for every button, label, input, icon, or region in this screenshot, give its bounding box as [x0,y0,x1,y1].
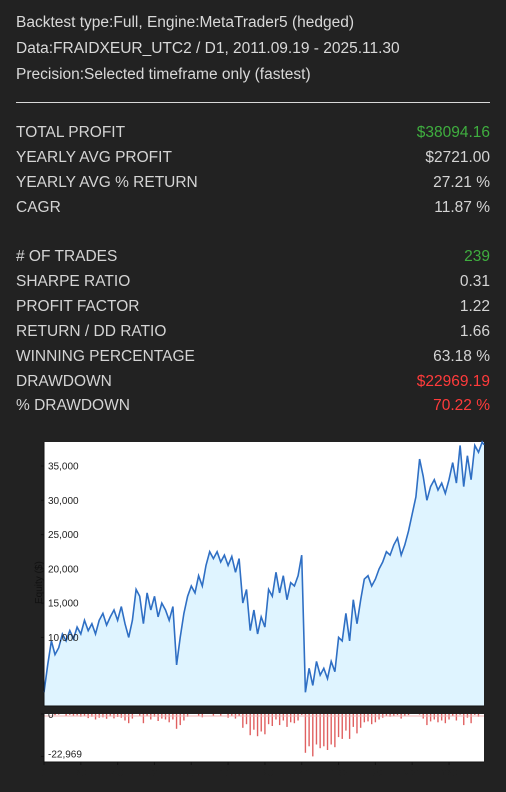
stat-value: 27.21 % [433,173,490,191]
stat-row: SHARPE RATIO 0.31 [16,270,490,295]
stat-value: $2721.00 [425,148,490,166]
stat-row: RETURN / DD RATIO 1.66 [16,320,490,345]
stat-value: 63.18 % [433,347,490,365]
x-tick-label: 200 [404,768,421,779]
x-tick-label: 20 [75,768,87,779]
drawdown-y-tick-label: 0 [48,710,54,721]
stat-row: YEARLY AVG % RETURN 27.21 % [16,171,490,196]
x-tick-label: 140 [293,768,310,779]
x-tick-label: 60 [149,768,161,779]
equity-y-tick-label: 35,000 [48,462,79,473]
x-tick-label: 180 [367,768,384,779]
equity-y-tick-label: 10,000 [48,633,79,644]
equity-area [44,442,484,706]
header-divider [16,102,490,103]
stat-value: 1.22 [459,297,490,315]
stat-value: $38094.16 [416,124,490,141]
stat-label: YEARLY AVG PROFIT [16,148,172,166]
equity-chart: 35,000 30,000 25,000 20,000 15,000 10,000 Equi… [34,440,485,779]
stat-label: PROFIT FACTOR [16,297,140,315]
x-tick-label: 120 [257,768,274,779]
stat-row: PROFIT FACTOR 1.22 [16,295,490,320]
stat-label: CAGR [16,198,61,216]
x-tick-label: 40 [112,768,124,779]
stat-value: 70.22 % [433,397,490,415]
stat-label: RETURN / DD RATIO [16,322,167,340]
stat-row: DRAWDOWN $22969.19 [16,370,490,395]
stat-label: TOTAL PROFIT [16,124,126,141]
stat-label: # OF TRADES [16,248,118,265]
stats-group-profit: TOTAL PROFIT $38094.16 YEARLY AVG PROFIT $2… [16,121,490,221]
stat-row: # OF TRADES 239 [16,245,490,270]
stat-label: DRAWDOWN [16,372,112,390]
stat-value: 0.31 [459,272,490,290]
stat-row: TOTAL PROFIT $38094.16 [16,121,490,146]
stats-group-trades: # OF TRADES 239 SHARPE RATIO 0.31 PROFIT FAC… [16,245,490,419]
equity-y-tick-label: 15,000 [48,599,79,610]
equity-y-tick-label: 25,000 [48,530,79,541]
stat-value: $22969.19 [416,372,490,390]
drawdown-y-tick-label: -22,969 [48,749,82,760]
equity-line [43,440,485,693]
stat-label: % DRAWDOWN [16,397,130,415]
equity-y-tick-label: 20,000 [48,564,79,575]
stat-row: WINNING PERCENTAGE 63.18 % [16,345,490,370]
stat-value: 11.87 % [434,198,490,216]
x-tick-label: 100 [220,768,237,779]
x-tick-label: 220 [441,768,458,779]
equity-y-tick-label: 30,000 [48,496,79,507]
drawdown-plot-area [44,714,484,762]
x-tick-label: 160 [330,768,347,779]
x-tick-label: 80 [186,768,198,779]
backtest-header: Backtest type:Full, Engine:MetaTrader5 (… [16,10,400,88]
stat-label: YEARLY AVG % RETURN [16,173,198,191]
stat-label: WINNING PERCENTAGE [16,347,195,365]
precision-line: Precision:Selected timeframe only (faste… [16,66,311,83]
backtest-type-line: Backtest type:Full, Engine:MetaTrader5 (… [16,14,355,31]
stat-value: 239 [464,248,490,265]
stat-row: CAGR 11.87 % [16,196,490,221]
equity-y-axis-title: Equity ($) [34,561,45,604]
stat-label: SHARPE RATIO [16,272,131,290]
data-range-line: Data:FRAIDXEUR_UTC2 / D1, 2011.09.19 - 2… [16,40,400,57]
stat-value: 1.66 [459,322,490,340]
x-tick-label: 0 [41,768,47,779]
stat-row: YEARLY AVG PROFIT $2721.00 [16,146,490,171]
stat-row: % DRAWDOWN 70.22 % [16,394,490,419]
